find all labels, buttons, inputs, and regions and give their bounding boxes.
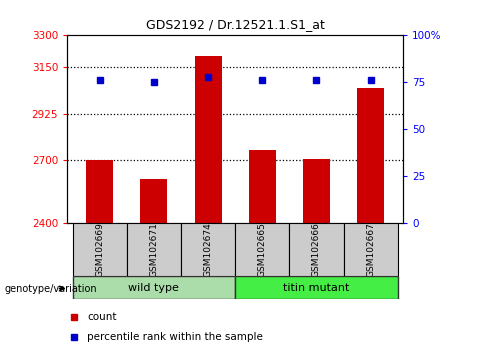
- Text: GSM102669: GSM102669: [95, 222, 104, 277]
- Text: GSM102665: GSM102665: [258, 222, 267, 277]
- Text: GSM102667: GSM102667: [366, 222, 375, 277]
- Bar: [235, 223, 289, 276]
- Bar: [181, 223, 235, 276]
- Bar: [140, 179, 168, 223]
- Text: percentile rank within the sample: percentile rank within the sample: [87, 332, 263, 342]
- Text: genotype/variation: genotype/variation: [5, 284, 97, 293]
- Text: titin mutant: titin mutant: [283, 282, 349, 293]
- Bar: [72, 223, 127, 276]
- Text: GSM102674: GSM102674: [204, 222, 213, 277]
- Bar: [344, 223, 398, 276]
- Bar: [86, 160, 113, 223]
- Bar: [194, 56, 222, 223]
- Bar: [249, 150, 276, 223]
- Text: GSM102671: GSM102671: [149, 222, 158, 277]
- Bar: [289, 223, 344, 276]
- Bar: [235, 276, 398, 299]
- Text: GSM102666: GSM102666: [312, 222, 321, 277]
- Bar: [72, 276, 235, 299]
- Text: wild type: wild type: [129, 282, 180, 293]
- Bar: [357, 87, 384, 223]
- Bar: [127, 223, 181, 276]
- Text: count: count: [87, 312, 117, 322]
- Title: GDS2192 / Dr.12521.1.S1_at: GDS2192 / Dr.12521.1.S1_at: [146, 18, 324, 32]
- Bar: [303, 159, 330, 223]
